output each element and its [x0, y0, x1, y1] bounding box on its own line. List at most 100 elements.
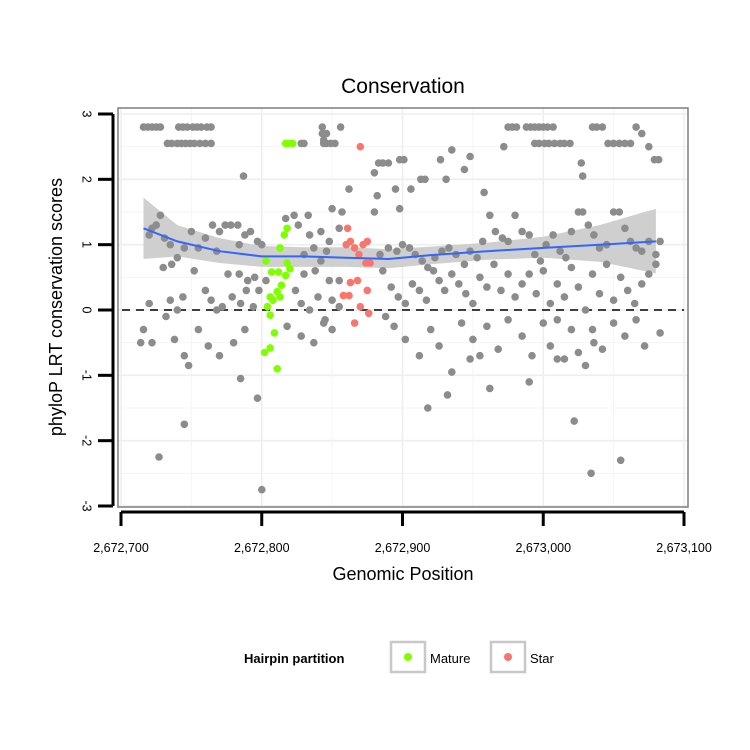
- data-point-other: [525, 231, 533, 239]
- data-point-other: [536, 257, 545, 265]
- data-point-other: [184, 361, 193, 370]
- data-point-other: [638, 129, 646, 138]
- data-point-other: [518, 332, 526, 340]
- data-point-other: [305, 306, 314, 314]
- data-point-other: [391, 185, 400, 193]
- data-point-other: [626, 139, 635, 148]
- data-point-mature: [276, 244, 284, 252]
- data-point-other: [654, 155, 663, 164]
- data-point-other: [525, 270, 533, 278]
- legend-item-star: Star: [489, 640, 555, 674]
- smooth-trend-line: [143, 227, 656, 261]
- data-point-other: [148, 338, 156, 347]
- data-point-mature: [281, 271, 290, 280]
- data-point-other: [609, 296, 618, 305]
- data-point-other: [429, 267, 438, 275]
- data-point-other: [466, 355, 474, 363]
- data-point-other: [528, 351, 536, 360]
- data-point-other: [221, 221, 229, 229]
- data-point-other: [473, 253, 481, 262]
- data-point-other: [570, 417, 578, 425]
- data-point-other: [179, 293, 187, 301]
- data-point-other: [602, 260, 611, 269]
- data-point-star: [356, 302, 365, 311]
- data-point-other: [373, 191, 382, 200]
- data-point-other: [442, 175, 450, 184]
- data-point-other: [180, 351, 189, 360]
- data-point-other: [325, 276, 334, 285]
- data-point-other: [227, 221, 235, 229]
- y-axis-title: phyloP LRT conservation scores: [46, 178, 66, 436]
- data-point-other: [173, 306, 182, 314]
- data-point-star: [364, 309, 373, 318]
- data-point-other: [297, 299, 306, 308]
- data-point-other: [504, 237, 512, 246]
- y-tick-label: 2: [80, 176, 94, 183]
- data-point-other: [478, 237, 487, 246]
- data-point-other: [384, 159, 393, 167]
- data-point-other: [262, 276, 270, 285]
- data-point-other: [201, 234, 210, 242]
- data-point-other: [304, 211, 313, 220]
- data-point-other: [394, 293, 403, 301]
- data-point-mature: [270, 329, 279, 337]
- data-point-other: [401, 299, 410, 308]
- data-point-other: [476, 351, 484, 360]
- data-point-other: [390, 322, 398, 331]
- data-point-other: [598, 123, 607, 131]
- data-point-other: [190, 139, 198, 148]
- data-point-other: [616, 273, 625, 282]
- data-point-other: [494, 345, 503, 354]
- data-point-other: [435, 276, 443, 285]
- data-point-star: [346, 278, 355, 287]
- data-point-star: [350, 244, 359, 252]
- data-point-other: [623, 286, 632, 295]
- data-point-other: [566, 139, 574, 148]
- data-point-other: [190, 267, 198, 275]
- y-tick-label: -2: [80, 435, 94, 446]
- data-point-mature: [286, 265, 294, 273]
- data-point-other: [242, 286, 251, 295]
- points-mature: [260, 139, 297, 373]
- data-point-star: [363, 286, 372, 295]
- data-point-other: [407, 185, 415, 193]
- data-point-other: [476, 273, 484, 282]
- data-point-star: [350, 319, 359, 327]
- data-point-other: [581, 306, 590, 314]
- data-point-other: [497, 286, 505, 295]
- data-point-other: [424, 263, 432, 272]
- plot-border: [117, 107, 689, 508]
- data-point-other: [652, 260, 660, 269]
- data-point-other: [246, 227, 255, 236]
- data-point-other: [376, 250, 384, 259]
- data-point-mature: [260, 348, 269, 357]
- data-point-other: [480, 188, 488, 197]
- data-point-other: [239, 172, 248, 180]
- data-point-other: [331, 139, 339, 148]
- data-point-other: [294, 221, 303, 229]
- data-point-star: [355, 250, 363, 259]
- data-point-other: [300, 139, 308, 148]
- data-point-other: [401, 335, 410, 344]
- data-point-other: [426, 325, 435, 334]
- data-point-other: [236, 374, 245, 383]
- data-point-other: [145, 299, 153, 308]
- data-point-mature: [273, 365, 282, 373]
- data-point-other: [560, 139, 569, 148]
- data-point-other: [621, 139, 629, 148]
- data-point-other: [395, 204, 404, 213]
- x-tick-label: 2,672,800: [234, 541, 290, 555]
- data-point-other: [553, 280, 562, 288]
- data-point-other: [201, 286, 210, 295]
- data-point-other: [590, 338, 598, 347]
- data-point-star: [342, 240, 351, 249]
- data-point-other: [542, 240, 550, 249]
- data-point-other: [290, 211, 298, 220]
- data-point-other: [335, 224, 344, 233]
- data-point-other: [640, 342, 649, 350]
- data-point-other: [460, 165, 469, 174]
- data-point-other: [249, 302, 258, 311]
- data-point-star: [343, 224, 352, 233]
- data-point-mature: [266, 311, 275, 320]
- data-point-other: [167, 139, 176, 148]
